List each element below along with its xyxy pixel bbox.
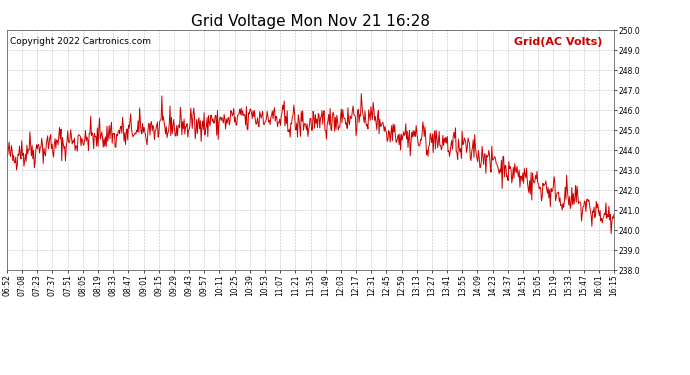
Title: Grid Voltage Mon Nov 21 16:28: Grid Voltage Mon Nov 21 16:28 (191, 14, 430, 29)
Text: Copyright 2022 Cartronics.com: Copyright 2022 Cartronics.com (10, 37, 151, 46)
Text: Grid(AC Volts): Grid(AC Volts) (513, 37, 602, 47)
